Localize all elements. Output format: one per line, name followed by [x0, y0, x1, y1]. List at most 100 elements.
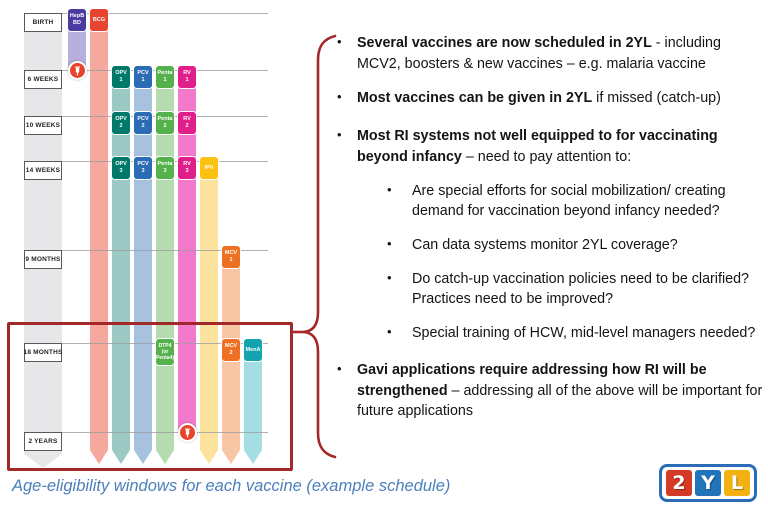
- eligibility-window-ipv: [200, 157, 218, 464]
- dose-badge-line: Penta: [157, 116, 173, 123]
- bullet-text: Are special efforts for social mobilizat…: [412, 181, 767, 222]
- dose-badge-line: MenA: [245, 346, 261, 353]
- logo-letter-2: 2: [666, 470, 692, 496]
- bullet-item: • Most vaccines can be given in 2YL if mi…: [330, 88, 767, 109]
- bullet-text-bold: Gavi applications require addressing how…: [357, 361, 707, 399]
- dose-badge-line: 2: [163, 123, 167, 129]
- bullet-text: Several vaccines are now scheduled in 2Y…: [357, 33, 767, 74]
- age-gridline: [24, 250, 268, 251]
- dose-badge-line: PCV: [137, 70, 149, 77]
- dose-badge-pcv-1: PCV 1: [134, 66, 152, 88]
- dose-badge-mcv-1: MCV 1: [222, 246, 240, 268]
- dose-badge-line: (or: [161, 349, 169, 355]
- dose-badge-line: PCV: [137, 161, 149, 168]
- dose-badge-line: Penta: [157, 161, 173, 168]
- dose-badge-mena: MenA: [244, 339, 262, 361]
- dose-badge-pcv-3: PCV 3: [134, 157, 152, 179]
- dose-badge-mcv-2: MCV 2: [222, 339, 240, 361]
- dose-badge-line: 2: [185, 123, 189, 129]
- dose-badge-line: BD: [73, 20, 81, 26]
- dose-badge-line: DTP4: [158, 343, 172, 349]
- age-label-6-weeks: 6 WEEKS: [24, 70, 62, 89]
- bullet-text: Most vaccines can be given in 2YL if mis…: [357, 88, 767, 109]
- dose-badge-pcv-2: PCV 2: [134, 112, 152, 134]
- dose-badge-bcg: BCG: [90, 9, 108, 31]
- age-label-18-months: 18 MONTHS: [24, 343, 62, 362]
- bullet-marker: •: [387, 269, 392, 285]
- dose-badge-rv-2: RV 2: [178, 112, 196, 134]
- bullet-text: Special training of HCW, mid-level manag…: [412, 323, 767, 344]
- bullet-item: • Most RI systems not well equipped to fo…: [330, 126, 767, 167]
- dose-badge-line: 2: [141, 123, 145, 129]
- syringe-icon: [177, 422, 197, 442]
- bullet-text: Gavi applications require addressing how…: [357, 360, 767, 422]
- dose-badge-line: MCV: [224, 343, 238, 350]
- dose-badge-rv-1: RV 1: [178, 66, 196, 88]
- dose-badge-line: Penta: [157, 70, 173, 77]
- sub-bullet-item: • Can data systems monitor 2YL coverage?: [330, 235, 767, 256]
- dose-badge-line: 1: [163, 77, 167, 83]
- bullet-item: • Several vaccines are now scheduled in 2…: [330, 33, 767, 74]
- bullet-text-regular: Special training of HCW, mid-level manag…: [412, 325, 756, 342]
- dose-badge-opv-3: OPV 3: [112, 157, 130, 179]
- brace-connector: [293, 34, 337, 459]
- age-label-2-years: 2 YEARS: [24, 432, 62, 451]
- dose-badge-line: BCG: [92, 16, 106, 23]
- dose-badge-line: 2: [119, 123, 123, 129]
- sub-bullet-item: • Special training of HCW, mid-level mana…: [330, 323, 767, 344]
- dose-badge-line: OPV: [115, 161, 127, 168]
- dose-badge-line: 3: [141, 168, 145, 174]
- dose-badge-line: RV: [183, 70, 191, 77]
- bullet-marker: •: [337, 127, 342, 143]
- dose-badge-line: 1: [141, 77, 145, 83]
- dose-badge-line: 3: [119, 168, 123, 174]
- bullet-text: Most RI systems not well equipped to for…: [357, 126, 767, 167]
- dose-badge-line: PCV: [137, 116, 149, 123]
- age-label-birth: BIRTH: [24, 13, 62, 32]
- two-year-highlight-box: [7, 322, 293, 471]
- dose-badge-line: 1: [185, 77, 189, 83]
- logo-letter-y: Y: [695, 470, 721, 496]
- dose-badge-line: MCV: [224, 250, 238, 257]
- dose-badge-line: 1: [119, 77, 123, 83]
- dose-badge-penta-2: Penta 2: [156, 112, 174, 134]
- bullet-marker: •: [337, 89, 342, 105]
- bullet-text-bold: Most RI systems not well equipped to for…: [357, 128, 718, 165]
- dose-badge-ipv: IPV: [200, 157, 218, 179]
- bullet-text-regular: Are special efforts for social mobilizat…: [412, 182, 726, 220]
- dose-badge-line: OPV: [115, 116, 127, 123]
- dose-badge-line: 3: [185, 168, 189, 174]
- bullet-text: Can data systems monitor 2YL coverage?: [412, 235, 767, 256]
- bullet-item: • Gavi applications require addressing ho…: [330, 360, 767, 422]
- bullet-text-regular: - including MCV2, boosters & new vaccine…: [357, 35, 721, 72]
- age-label-14-weeks: 14 WEEKS: [24, 161, 62, 180]
- age-label-10-weeks: 10 WEEKS: [24, 116, 62, 135]
- dose-badge-opv-1: OPV 1: [112, 66, 130, 88]
- bullet-list: • Several vaccines are now scheduled in 2…: [330, 33, 767, 422]
- dose-badge-line: RV: [183, 161, 191, 168]
- dose-badge-rv-3: RV 3: [178, 157, 196, 179]
- dose-badge-opv-2: OPV 2: [112, 112, 130, 134]
- logo-letter-l: L: [724, 470, 750, 496]
- age-gridline: [24, 343, 268, 344]
- sub-bullet-item: • Do catch-up vaccination policies need t…: [330, 269, 767, 310]
- bullet-text-regular: – addressing all of the above will be im…: [357, 382, 763, 420]
- dose-badge-line: IPV: [204, 164, 214, 171]
- bullet-text-regular: Do catch-up vaccination policies need to…: [412, 270, 749, 308]
- bullet-marker: •: [387, 181, 392, 197]
- bullet-marker: •: [337, 360, 342, 376]
- bullet-text-regular: if missed (catch-up): [592, 90, 721, 107]
- dose-badge-penta-3: Penta 3: [156, 157, 174, 179]
- dose-badge-dtp4-or-penta4: DTP4 (or Penta4): [156, 339, 174, 365]
- chart-caption: Age-eligibility windows for each vaccine…: [12, 477, 451, 495]
- bullet-marker: •: [387, 236, 392, 252]
- dose-badge-penta-1: Penta 1: [156, 66, 174, 88]
- syringe-icon: [67, 60, 87, 80]
- dose-badge-line: 3: [163, 168, 167, 174]
- sub-bullet-item: • Are special efforts for social mobiliza…: [330, 181, 767, 222]
- dose-badge-line: 2: [229, 350, 233, 356]
- eligibility-window-bcg: [90, 9, 108, 464]
